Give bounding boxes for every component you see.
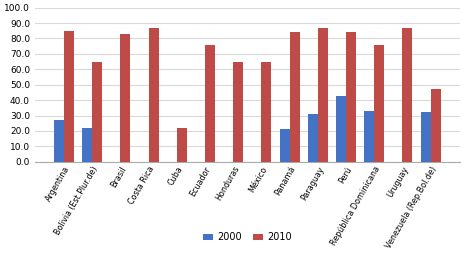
Bar <box>307 114 317 162</box>
Bar <box>120 34 130 162</box>
Bar <box>92 62 102 162</box>
Bar <box>148 28 158 162</box>
Bar <box>289 32 299 162</box>
Bar <box>363 111 374 162</box>
Bar <box>420 112 430 162</box>
Bar <box>233 62 243 162</box>
Bar <box>345 32 355 162</box>
Bar <box>317 28 327 162</box>
Bar <box>176 128 186 162</box>
Bar <box>54 120 64 162</box>
Bar <box>279 129 289 162</box>
Bar <box>430 89 439 162</box>
Legend: 2000, 2010: 2000, 2010 <box>199 229 294 246</box>
Bar <box>336 95 345 162</box>
Bar <box>82 128 92 162</box>
Bar <box>401 28 412 162</box>
Bar <box>205 45 214 162</box>
Bar <box>374 45 383 162</box>
Bar <box>261 62 271 162</box>
Bar <box>64 31 74 162</box>
